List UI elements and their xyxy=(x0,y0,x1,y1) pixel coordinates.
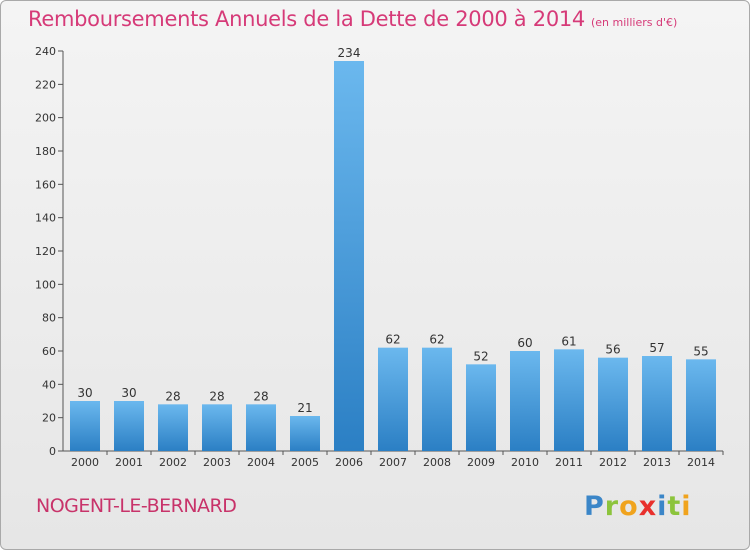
bar xyxy=(202,404,232,451)
bar xyxy=(510,351,540,451)
y-tick-label: 200 xyxy=(35,112,56,125)
y-tick-label: 20 xyxy=(42,412,56,425)
bar xyxy=(466,364,496,451)
bar xyxy=(334,61,364,451)
data-label: 52 xyxy=(473,349,488,363)
x-tick-label: 2001 xyxy=(115,456,143,469)
logo-letter: r xyxy=(604,491,620,522)
logo-letter: P xyxy=(584,491,605,522)
bar xyxy=(70,401,100,451)
logo-letter: x xyxy=(638,491,658,522)
x-tick-label: 2009 xyxy=(467,456,495,469)
x-tick-label: 2005 xyxy=(291,456,319,469)
bar xyxy=(686,359,716,451)
x-tick-label: 2010 xyxy=(511,456,539,469)
bar xyxy=(158,404,188,451)
data-label: 57 xyxy=(649,341,664,355)
chart-unit-note: (en milliers d'€) xyxy=(591,16,678,29)
chart-title-text: Remboursements Annuels de la Dette de 20… xyxy=(28,7,585,31)
chart-title: Remboursements Annuels de la Dette de 20… xyxy=(28,7,677,31)
data-label: 62 xyxy=(385,333,400,347)
y-tick-label: 220 xyxy=(35,78,56,91)
x-tick-label: 2007 xyxy=(379,456,407,469)
x-tick-label: 2011 xyxy=(555,456,583,469)
logo-letter: o xyxy=(619,491,639,522)
bar xyxy=(114,401,144,451)
data-label: 21 xyxy=(297,401,312,415)
y-tick-label: 140 xyxy=(35,212,56,225)
x-tick-label: 2002 xyxy=(159,456,187,469)
data-label: 28 xyxy=(209,389,224,403)
logo-letter: t xyxy=(667,491,682,522)
y-tick-label: 80 xyxy=(42,312,56,325)
x-tick-label: 2008 xyxy=(423,456,451,469)
x-tick-label: 2014 xyxy=(687,456,715,469)
data-label: 55 xyxy=(693,344,708,358)
x-axis: 2000 2001 2002 2003 2004 2005 2006 2007 2008 2009… xyxy=(63,450,724,469)
x-tick-label: 2000 xyxy=(71,456,99,469)
y-tick-label: 60 xyxy=(42,345,56,358)
x-tick-label: 2003 xyxy=(203,456,231,469)
data-label: 61 xyxy=(561,334,576,348)
data-label: 62 xyxy=(429,333,444,347)
data-label: 28 xyxy=(253,389,268,403)
bars xyxy=(70,61,716,451)
x-tick-label: 2006 xyxy=(335,456,363,469)
data-label: 234 xyxy=(338,46,361,60)
y-tick-label: 120 xyxy=(35,245,56,258)
commune-name: NOGENT-LE-BERNARD xyxy=(36,495,237,517)
y-axis: 0 20 40 60 80 100 120 140 160 180 200 220 240 xyxy=(35,45,64,458)
y-tick-label: 100 xyxy=(35,278,56,291)
x-tick-label: 2012 xyxy=(599,456,627,469)
data-label: 28 xyxy=(165,389,180,403)
logo-letter: i xyxy=(681,491,692,522)
data-label: 30 xyxy=(121,386,136,400)
bar xyxy=(422,347,452,451)
logo-letter: i xyxy=(657,491,668,522)
bar xyxy=(246,404,276,451)
x-tick-label: 2013 xyxy=(643,456,671,469)
data-labels: 30 30 28 28 28 21 234 62 62 52 60 61 56 57 55 xyxy=(77,46,708,415)
data-label: 60 xyxy=(517,336,532,350)
bar xyxy=(642,356,672,451)
bar xyxy=(554,349,584,451)
data-label: 30 xyxy=(77,386,92,400)
bar xyxy=(290,416,320,451)
y-tick-label: 0 xyxy=(49,445,56,458)
y-tick-label: 180 xyxy=(35,145,56,158)
bar xyxy=(378,347,408,451)
data-label: 56 xyxy=(605,343,620,357)
y-tick-label: 240 xyxy=(35,45,56,58)
proxiti-logo[interactable]: Proxiti xyxy=(584,491,692,522)
x-tick-label: 2004 xyxy=(247,456,275,469)
bar xyxy=(598,357,628,451)
y-tick-label: 160 xyxy=(35,178,56,191)
y-tick-label: 40 xyxy=(42,378,56,391)
